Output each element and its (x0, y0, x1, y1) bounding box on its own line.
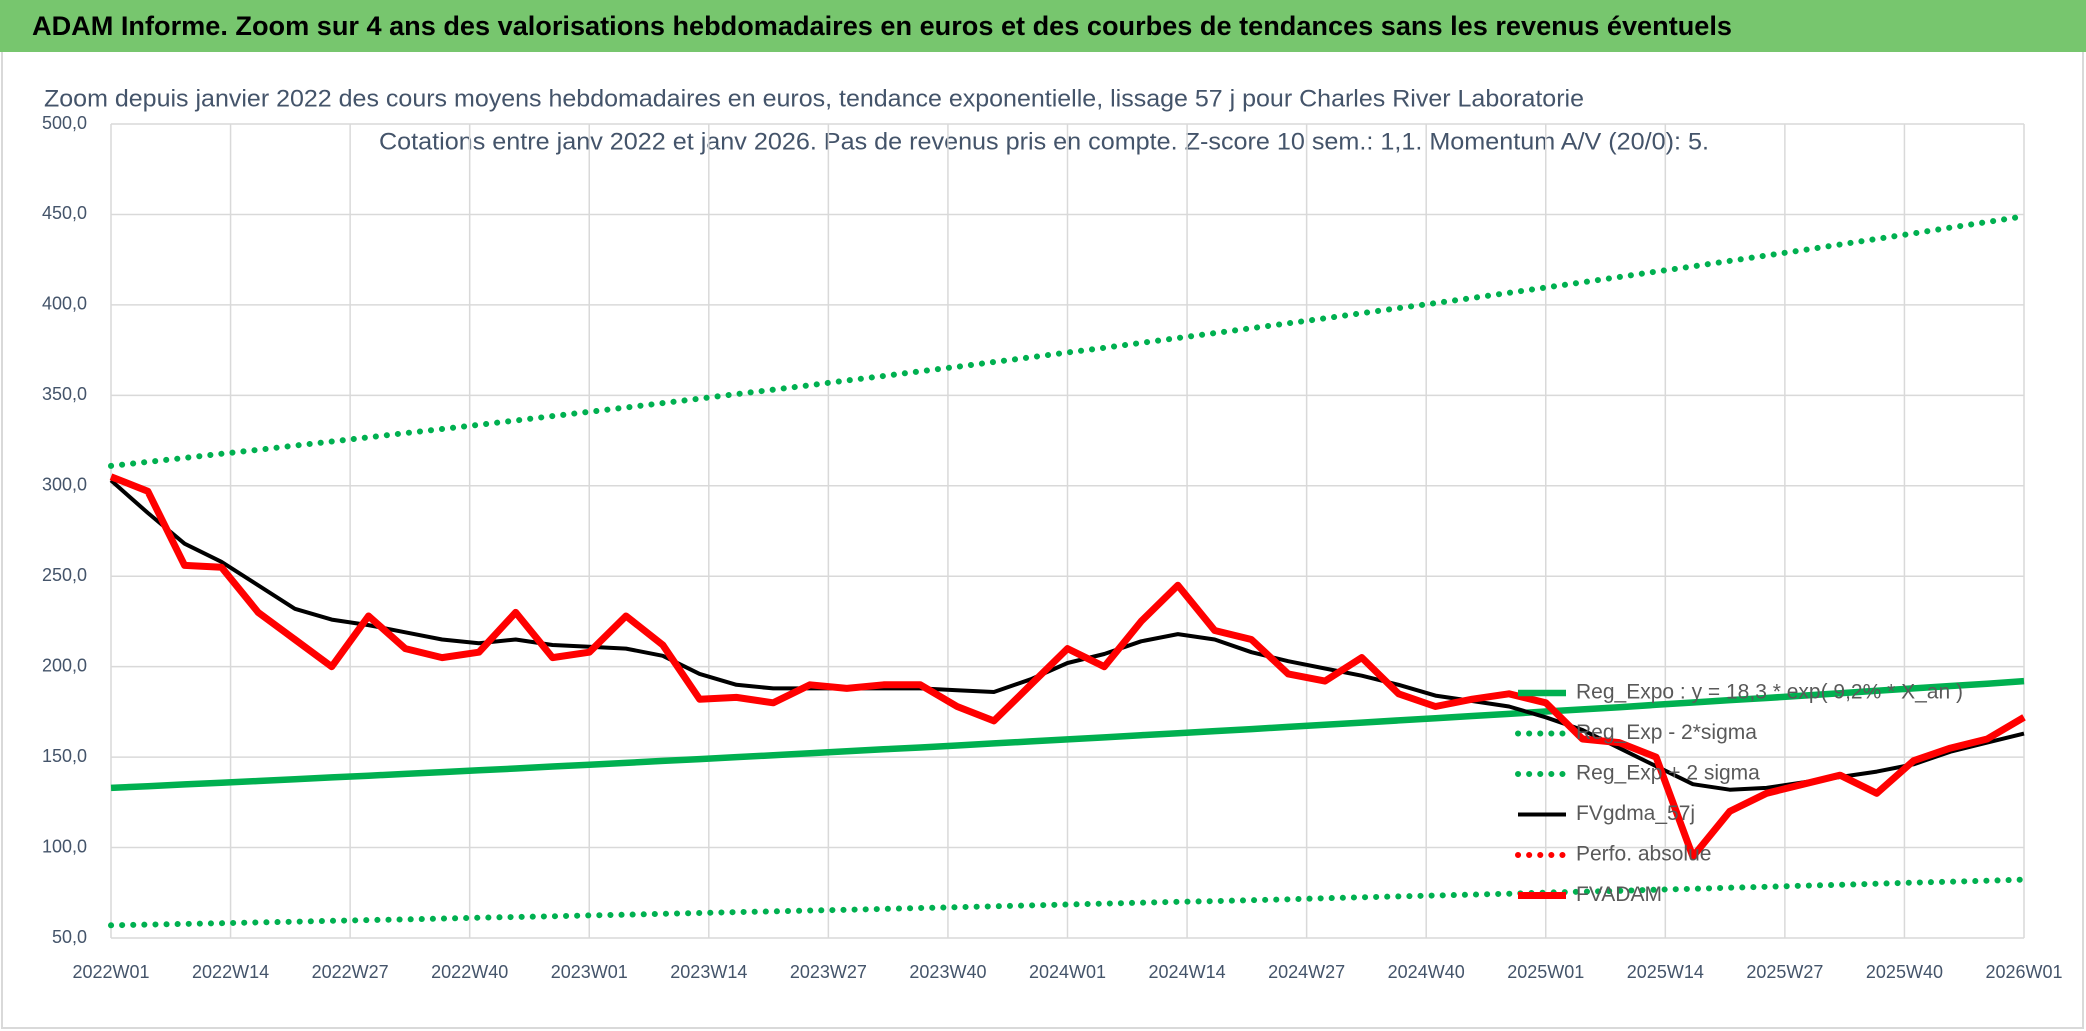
legend-label: Reg_Exp - 2*sigma (1576, 721, 1757, 744)
x-tick-label: 2024W01 (1029, 962, 1106, 982)
x-tick-label: 2023W27 (790, 962, 867, 982)
legend-label: FVADAM (1576, 883, 1662, 906)
y-tick-label: 100,0 (42, 836, 87, 856)
y-tick-label: 450,0 (42, 203, 87, 223)
x-tick-label: 2022W14 (192, 962, 269, 982)
series-line (108, 213, 2027, 469)
x-tick-label: 2024W27 (1268, 962, 1345, 982)
x-tick-label: 2024W40 (1388, 962, 1465, 982)
x-tick-label: 2025W40 (1866, 962, 1943, 982)
legend-label: Perfo. absolue (1576, 843, 1711, 866)
x-tick-label: 2022W27 (312, 962, 389, 982)
x-tick-label: 2023W40 (909, 962, 986, 982)
y-tick-label: 150,0 (42, 746, 87, 766)
y-tick-label: 350,0 (42, 384, 87, 404)
banner (0, 0, 2086, 52)
legend: Reg_Expo : y = 18,3 * exp( 9,2% * X_an )… (1515, 681, 1963, 906)
lines (108, 213, 2027, 929)
x-tick-label: 2022W01 (72, 962, 149, 982)
series-line (110, 677, 2025, 792)
legend-label: Reg_Exp + 2 sigma (1576, 762, 1760, 785)
x-tick-label: 2025W27 (1746, 962, 1823, 982)
series-line (108, 876, 2027, 929)
y-tick-label: 300,0 (42, 475, 87, 495)
y-tick-label: 400,0 (42, 294, 87, 314)
x-tick-label: 2024W14 (1149, 962, 1226, 982)
y-tick-label: 50,0 (52, 927, 87, 947)
x-tick-label: 2022W40 (431, 962, 508, 982)
x-tick-label: 2025W01 (1507, 962, 1584, 982)
x-tick-label: 2023W01 (551, 962, 628, 982)
y-tick-label: 200,0 (42, 655, 87, 675)
y-tick-label: 500,0 (42, 113, 87, 133)
chart-title: Zoom depuis janvier 2022 des cours moyen… (44, 85, 1584, 112)
series-line (109, 478, 2025, 792)
grid: 50,0 100,0 150,0 200,0 250,0 300,0 350,0 400,0 4… (42, 113, 2063, 982)
y-tick-label: 250,0 (42, 565, 87, 585)
legend-label: Reg_Expo : y = 18,3 * exp( 9,2% * X_an ) (1576, 681, 1963, 704)
x-tick-label: 2023W14 (670, 962, 747, 982)
chart-subtitle: Cotations entre janv 2022 et janv 2026. … (379, 128, 1709, 155)
series-line (109, 473, 2026, 861)
chart-frame (1, 39, 2084, 1029)
legend-label: FVgdma_57j (1576, 802, 1695, 825)
x-tick-label: 2025W14 (1627, 962, 1704, 982)
page-title: ADAM Informe. Zoom sur 4 ans des valoris… (32, 11, 1732, 41)
x-tick-label: 2026W01 (1985, 962, 2062, 982)
